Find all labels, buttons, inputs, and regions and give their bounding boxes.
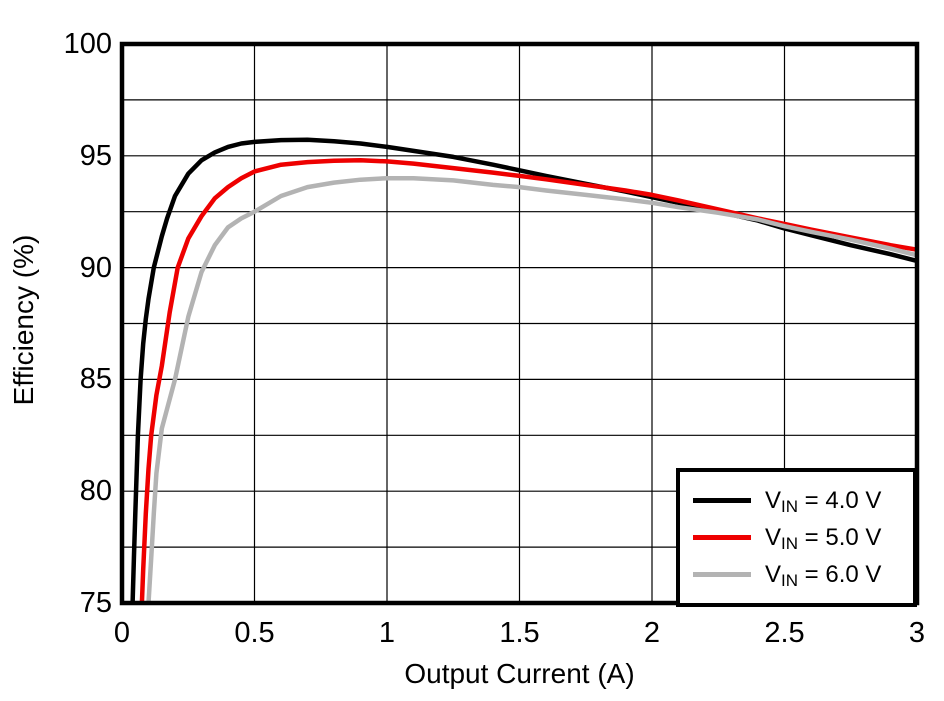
series-line-2 <box>146 175 918 604</box>
y-tick-label-75: 75 <box>79 587 112 619</box>
x-tick-label-1: 1 <box>378 617 396 649</box>
x-tick-label-3: 3 <box>908 617 926 649</box>
plot-frame <box>119 41 920 606</box>
x-tick-label-2.5: 2.5 <box>764 617 805 649</box>
x-tick-label-0: 0 <box>113 617 131 649</box>
legend-label-text: V <box>765 486 782 514</box>
legend-label-text: V <box>765 560 782 588</box>
legend-entry-vin-4: VIN = 4.0 V <box>693 487 913 515</box>
legend-entry-vin-5: VIN = 5.0 V <box>693 524 913 552</box>
legend-swatch-vin-4 <box>693 498 751 503</box>
legend-label-text: V <box>765 523 782 551</box>
legend: VIN = 4.0 V VIN = 5.0 V VIN = 6.0 V <box>676 468 917 607</box>
legend-swatch-vin-5 <box>693 535 751 540</box>
y-tick-label-85: 85 <box>79 363 112 396</box>
y-axis-title: Efficiency (%) <box>8 234 39 406</box>
x-tick-label-0.5: 0.5 <box>234 617 275 649</box>
legend-label-subscript: IN <box>781 570 799 590</box>
legend-label-vin-5: VIN = 5.0 V <box>765 524 881 552</box>
y-tick-label-80: 80 <box>79 475 112 508</box>
y-tick-label-100: 100 <box>63 28 112 60</box>
legend-label-vin-4: VIN = 4.0 V <box>765 487 881 515</box>
legend-label-text: = 4.0 V <box>798 486 882 514</box>
series-line-1 <box>139 158 918 604</box>
x-tick-label-1.5: 1.5 <box>499 617 540 649</box>
x-tick-label-2: 2 <box>643 617 661 649</box>
y-tick-label-90: 90 <box>79 251 112 284</box>
legend-label-subscript: IN <box>781 496 799 516</box>
legend-entry-vin-6: VIN = 6.0 V <box>693 561 913 589</box>
legend-label-text: = 5.0 V <box>798 523 882 551</box>
legend-label-subscript: IN <box>781 533 799 553</box>
y-tick-label-95: 95 <box>79 139 112 172</box>
legend-label-text: = 6.0 V <box>798 560 882 588</box>
legend-swatch-vin-6 <box>693 572 751 577</box>
x-axis-title: Output Current (A) <box>404 658 635 689</box>
legend-label-vin-6: VIN = 6.0 V <box>765 561 881 589</box>
